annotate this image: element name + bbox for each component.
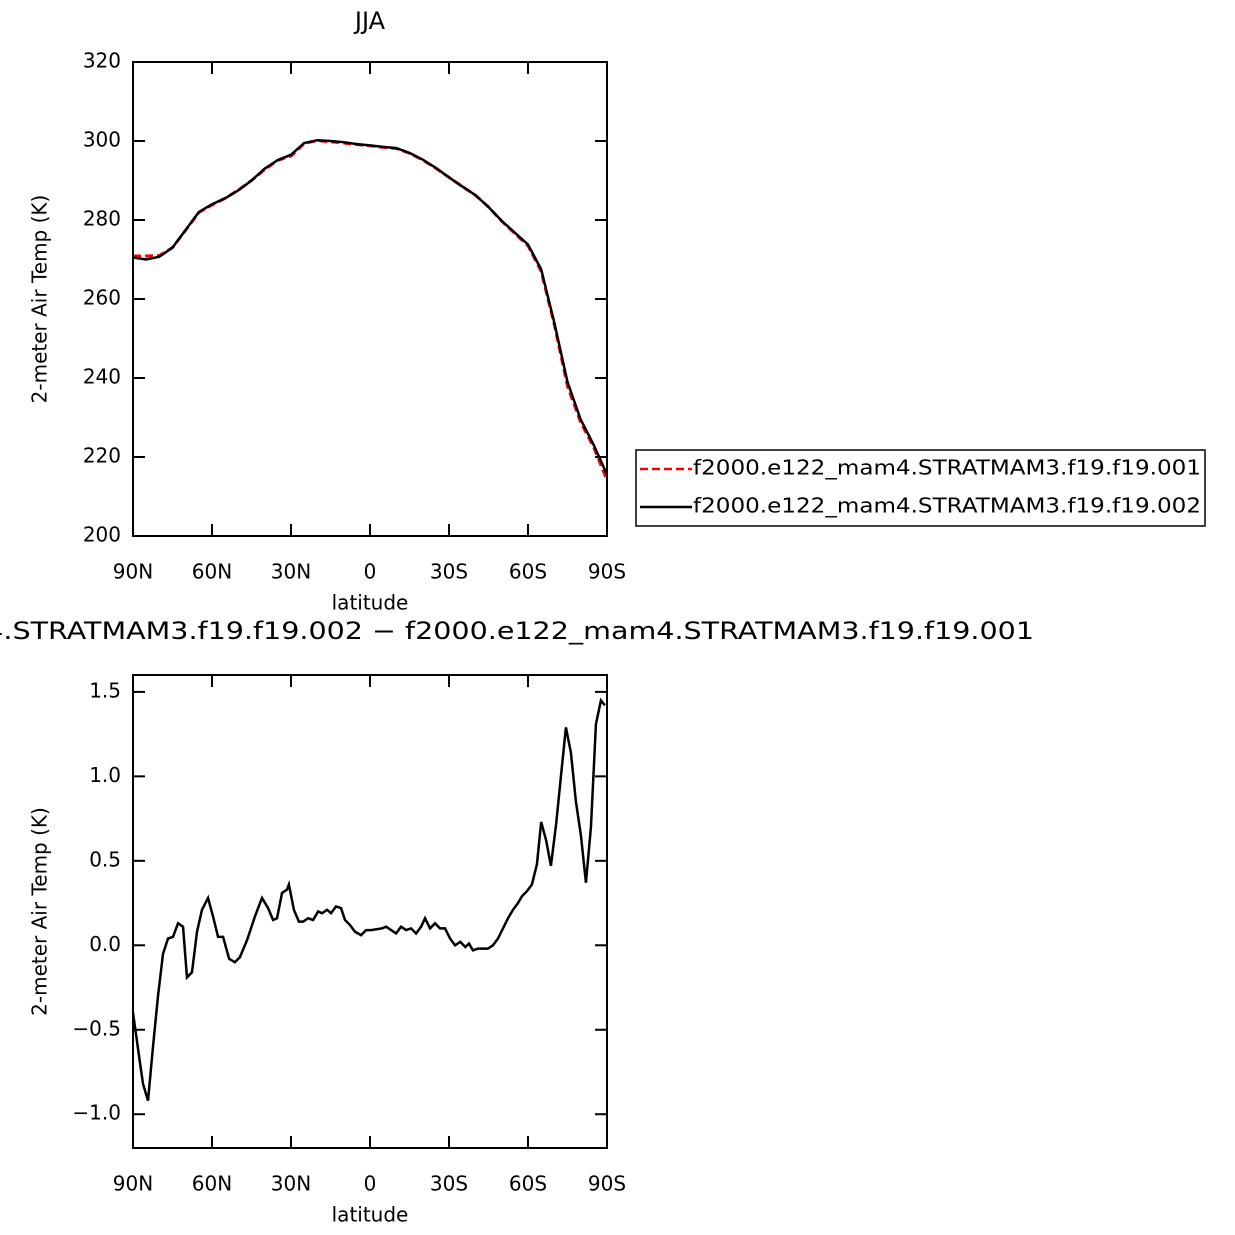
y-tick-label: −0.5 (72, 1016, 121, 1040)
chart-title: JJA (353, 7, 386, 35)
x-tick-label: 90N (113, 560, 153, 584)
x-tick-label: 60S (509, 1172, 547, 1196)
data-line (131, 697, 606, 1102)
x-tick-label: 60N (192, 1172, 232, 1196)
x-axis-label: latitude (332, 591, 409, 615)
x-tick-label: 60S (509, 560, 547, 584)
plot-frame (132, 61, 608, 537)
chart-title: f2000.e122_mam4.STRATMAM3.f19.f19.002 − … (0, 617, 1034, 645)
x-tick-label: 90N (113, 1172, 153, 1196)
y-axis-label: 2-meter Air Temp (K) (28, 195, 52, 404)
legend-label: f2000.e122_mam4.STRATMAM3.f19.f19.001 (693, 456, 1201, 480)
y-tick-label: −1.0 (72, 1101, 121, 1125)
y-tick-label: 0.5 (89, 847, 121, 871)
y-tick-label: 0.0 (89, 932, 121, 956)
y-tick-label: 240 (83, 365, 121, 389)
y-tick-label: 300 (83, 128, 121, 152)
x-tick-label: 60N (192, 560, 232, 584)
x-tick-label: 0 (364, 560, 377, 584)
y-tick-label: 320 (83, 49, 121, 73)
x-tick-label: 0 (364, 1172, 377, 1196)
x-tick-label: 30S (430, 1172, 468, 1196)
y-axis-label: 2-meter Air Temp (K) (28, 807, 52, 1016)
x-tick-label: 30N (271, 1172, 311, 1196)
legend-box (635, 449, 1206, 527)
y-tick-label: 1.5 (89, 678, 121, 702)
data-line (133, 139, 609, 481)
plot-frame (132, 674, 608, 1149)
y-tick-label: 260 (83, 286, 121, 310)
x-tick-label: 90S (588, 1172, 626, 1196)
y-tick-label: 280 (83, 207, 121, 231)
x-tick-label: 30N (271, 560, 311, 584)
legend-label: f2000.e122_mam4.STRATMAM3.f19.f19.002 (693, 494, 1201, 518)
y-tick-label: 1.0 (89, 763, 121, 787)
data-line (132, 138, 609, 476)
x-axis-label: latitude (332, 1203, 409, 1227)
y-tick-label: 200 (83, 523, 121, 547)
x-tick-label: 90S (588, 560, 626, 584)
x-tick-label: 30S (430, 560, 468, 584)
y-tick-label: 220 (83, 444, 121, 468)
